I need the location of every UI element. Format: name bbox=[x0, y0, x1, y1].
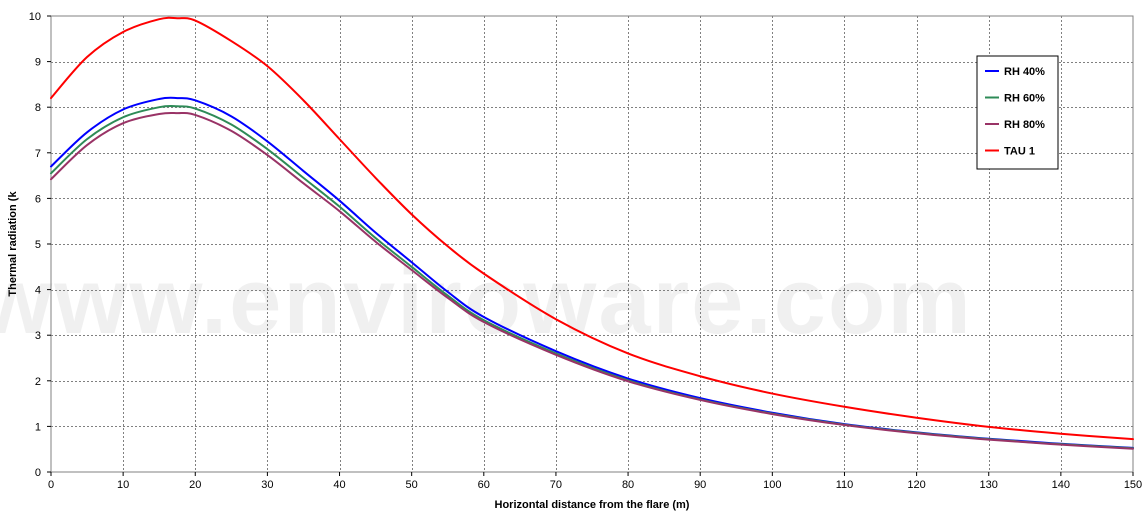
x-axis-title: Horizontal distance from the flare (m) bbox=[495, 499, 690, 511]
x-tick-label: 150 bbox=[1124, 479, 1142, 491]
x-tick-label: 10 bbox=[117, 479, 129, 491]
y-tick-label: 1 bbox=[35, 421, 41, 433]
legend: RH 40% RH 60% RH 80% TAU 1 bbox=[976, 55, 1059, 170]
y-tick-label: 4 bbox=[35, 285, 41, 297]
x-tick-label: 60 bbox=[478, 479, 490, 491]
y-tick-label: 2 bbox=[35, 376, 41, 388]
legend-label: RH 60% bbox=[1004, 93, 1045, 105]
legend-label: RH 40% bbox=[1004, 66, 1045, 78]
y-axis-title: Thermal radiation (k bbox=[7, 191, 19, 297]
x-tick-label: 50 bbox=[406, 479, 418, 491]
series-line bbox=[50, 111, 1134, 450]
y-tick-label: 9 bbox=[35, 57, 41, 69]
x-tick-label: 70 bbox=[550, 479, 562, 491]
y-tick-label: 7 bbox=[35, 148, 41, 160]
x-tick-label: 100 bbox=[763, 479, 781, 491]
watermark: www.enviroware.com bbox=[0, 248, 973, 353]
y-tick-label: 3 bbox=[35, 330, 41, 342]
x-tick-label: 110 bbox=[836, 479, 854, 491]
x-tick-label: 40 bbox=[333, 479, 345, 491]
series-lines bbox=[50, 16, 1134, 450]
y-tick-label: 6 bbox=[35, 193, 41, 205]
x-tick-label: 90 bbox=[694, 479, 706, 491]
x-tick-label: 120 bbox=[907, 479, 925, 491]
y-tick-label: 0 bbox=[35, 467, 41, 479]
x-tick-label: 130 bbox=[980, 479, 998, 491]
x-tick-label: 0 bbox=[48, 479, 54, 491]
y-tick-label: 5 bbox=[35, 239, 41, 251]
y-tick-label: 8 bbox=[35, 102, 41, 114]
y-tick-label: 10 bbox=[29, 11, 41, 23]
axis-ticks: 0 10 20 30 40 50 60 70 80 90 100 110 120 130 140 150 0 1 2… bbox=[29, 11, 1142, 491]
x-tick-label: 20 bbox=[189, 479, 201, 491]
x-tick-label: 30 bbox=[261, 479, 273, 491]
legend-label: TAU 1 bbox=[1004, 146, 1035, 158]
x-tick-label: 140 bbox=[1052, 479, 1070, 491]
x-tick-label: 80 bbox=[622, 479, 634, 491]
grid bbox=[51, 16, 1133, 472]
series-line bbox=[50, 16, 1134, 441]
legend-label: RH 80% bbox=[1004, 119, 1045, 131]
